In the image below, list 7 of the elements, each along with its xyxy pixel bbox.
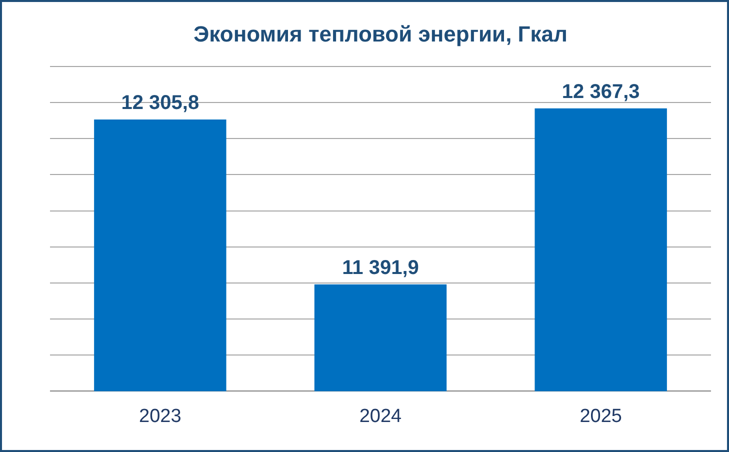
x-tick-label: 2023: [139, 406, 182, 427]
data-label: 12 367,3: [562, 80, 640, 103]
chart-title: Экономия тепловой энергии, Гкал: [194, 21, 568, 46]
x-tick-label: 2025: [580, 406, 622, 427]
data-label: 12 305,8: [121, 92, 200, 114]
data-label: 11 391,9: [342, 256, 419, 279]
x-tick-label: 2024: [359, 406, 402, 427]
